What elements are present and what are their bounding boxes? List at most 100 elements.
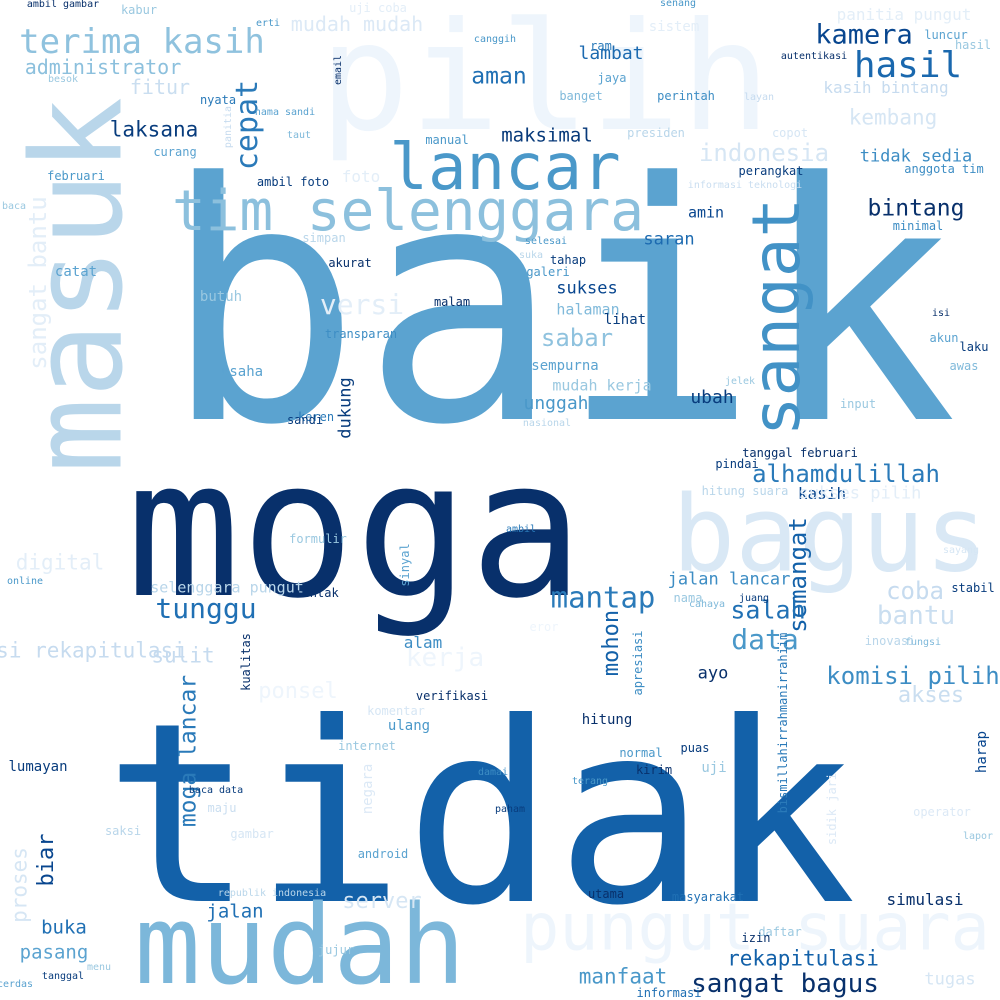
word-februari: februari — [47, 169, 105, 183]
word-curang: curang — [153, 145, 197, 159]
word-ambil-foto: ambil foto — [256, 175, 330, 189]
word-jujur: jujur — [317, 943, 355, 957]
word-amin: amin — [687, 203, 725, 222]
word-izin: izin — [741, 931, 771, 945]
word-saksi: saksi — [104, 824, 142, 838]
word-online: online — [6, 576, 44, 587]
word-sidik-jari: sidik jari — [825, 772, 839, 846]
word-cepat: cepat — [230, 79, 265, 171]
word-sangat-bantu: sangat bantu — [24, 196, 52, 370]
word-simulasi: simulasi — [886, 890, 964, 909]
word-gambar: gambar — [230, 827, 274, 841]
word-nasional: nasional — [522, 418, 572, 429]
word-rentak: rentak — [295, 586, 339, 600]
word-ulang: ulang — [387, 718, 431, 734]
word-usaha: usaha — [220, 364, 264, 380]
word-lapor: lapor — [962, 831, 994, 842]
word-baca: baca — [1, 201, 27, 212]
word-bismillahirrahmanirrahiim: bismillahirrahmanirrahiim — [776, 632, 790, 814]
word-senang: senang — [659, 0, 697, 9]
word-republik-indonesia: republik indonesia — [217, 888, 327, 899]
word-informasi: informasi — [636, 986, 702, 1000]
word-manual: manual — [425, 133, 469, 147]
word-mohon: mohon — [599, 609, 624, 677]
word-alam: alam — [403, 633, 443, 652]
word-sukses-pilih: sukses pilih — [798, 483, 922, 504]
word-nyata: nyata — [199, 93, 237, 107]
word-suka: suka — [518, 250, 544, 261]
word-nama: nama — [673, 591, 703, 605]
word-stabil: stabil — [951, 581, 995, 595]
word-operator: operator — [913, 805, 971, 819]
word-jelek: jelek — [724, 376, 756, 387]
word-server: server — [342, 889, 422, 914]
word-panitia: panitia — [223, 105, 234, 149]
word-sabar: sabar — [540, 324, 614, 352]
word-ubah: ubah — [690, 387, 734, 408]
word-administrator: administrator — [24, 55, 182, 79]
word-terima-kasih: terima kasih — [19, 22, 265, 62]
word-internet: internet — [338, 739, 396, 753]
word-formulir: formulir — [289, 532, 347, 546]
word-moga-lancar: moga lancar — [175, 674, 202, 828]
word-bintang: bintang — [867, 195, 965, 222]
word-damai: damai — [477, 767, 509, 778]
word-unggah: unggah — [523, 393, 589, 414]
word-ambil-gambar: ambil gambar — [26, 0, 100, 10]
word-perangkat: perangkat — [738, 164, 804, 178]
word-mudah: mudah — [134, 881, 466, 1000]
word-mudah-mudah: mudah mudah — [290, 12, 424, 36]
word-pungut-suara: pungut suara — [520, 890, 990, 966]
word-banget: banget — [559, 89, 603, 103]
word-sinyal: sinyal — [398, 543, 412, 587]
word-cahaya: cahaya — [688, 599, 726, 610]
word-tunggu: tunggu — [155, 592, 257, 625]
word-akses: akses — [897, 683, 965, 708]
word-autentikasi: autentikasi — [780, 51, 848, 62]
word-kirim: kirim — [635, 763, 673, 777]
word-hitung-suara: hitung suara — [701, 484, 789, 498]
word-aman: aman — [471, 63, 527, 90]
word-layan: layan — [743, 92, 775, 103]
word-uji: uji — [701, 760, 727, 776]
word-halaman: halaman — [556, 300, 620, 319]
word-malam: malam — [433, 295, 471, 309]
word-ambil: ambil — [505, 524, 537, 535]
word-ram: ram — [590, 39, 612, 53]
word-jaya: jaya — [597, 71, 627, 85]
word-sayang: sayang — [942, 545, 980, 556]
word-paham: paham — [494, 804, 526, 815]
word-selenggara-pungut: selenggara pungut — [150, 578, 304, 597]
word-hasil: hasil — [853, 45, 963, 86]
word-fitur: fitur — [129, 75, 191, 99]
word-lancar: lancar — [389, 131, 621, 205]
word-ponsel: ponsel — [258, 679, 338, 704]
word-sukses: sukses — [556, 278, 618, 299]
word-hasil: hasil — [954, 38, 992, 52]
word-simpan: simpan — [302, 231, 346, 245]
word-besok: besok — [47, 74, 79, 85]
word-informasi-teknologi: informasi teknologi — [687, 180, 803, 191]
word-apresiasi: apresiasi — [631, 630, 645, 696]
word-harap: harap — [974, 730, 990, 774]
word-manfaat: manfaat — [578, 964, 668, 989]
word-erti: erti — [255, 18, 281, 29]
word-laku: laku — [959, 340, 989, 354]
word-tugas: tugas — [924, 969, 976, 990]
word-eror: eror — [529, 620, 559, 634]
word-email: email — [333, 54, 344, 86]
word-akurat: akurat — [328, 256, 372, 270]
word-terang: terang — [571, 776, 609, 787]
word-baca-data: baca data — [188, 785, 244, 796]
word-proses: proses — [7, 847, 32, 923]
word-tahap: tahap — [549, 253, 587, 267]
word-verifikasi: verifikasi — [415, 689, 489, 703]
word-kualitas: kualitas — [239, 633, 253, 691]
word-minimal: minimal — [892, 219, 944, 233]
word-menu: menu — [86, 962, 112, 973]
word-isi: isi — [931, 308, 951, 319]
word-indonesia: indonesia — [698, 139, 830, 167]
word-kerja: kerja — [405, 643, 485, 673]
word-sempurna: sempurna — [531, 358, 599, 374]
word-presiden: presiden — [627, 126, 685, 140]
